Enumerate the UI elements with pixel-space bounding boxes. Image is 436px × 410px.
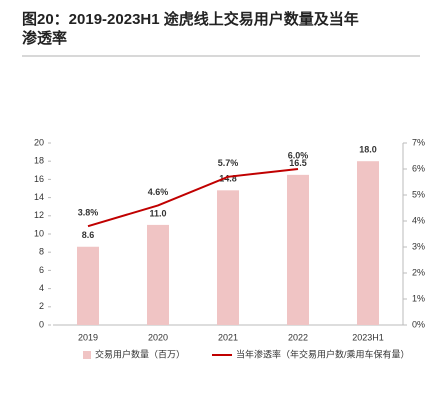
bar-label: 14.8 <box>219 174 237 184</box>
y-tick-label: 8 <box>39 247 44 257</box>
legend-swatch <box>83 351 91 359</box>
y2-tick-label: 3% <box>412 241 425 251</box>
legend-label: 交易用户数量（百万） <box>95 348 185 359</box>
bar <box>77 246 99 325</box>
bar-label: 8.6 <box>82 230 95 240</box>
y-tick-label: 20 <box>34 137 44 147</box>
y-tick-label: 10 <box>34 228 44 238</box>
y2-tick-label: 0% <box>412 319 425 329</box>
y2-tick-label: 1% <box>412 293 425 303</box>
x-tick-label: 2021 <box>218 332 238 342</box>
bar <box>147 224 169 325</box>
x-tick-label: 2023H1 <box>352 332 384 342</box>
x-tick-label: 2019 <box>78 332 98 342</box>
title-line: 图20：2019-2023H1 途虎线上交易用户数量及当年 <box>22 10 359 28</box>
bar-label: 16.5 <box>289 158 307 168</box>
bar-label: 11.0 <box>149 208 166 218</box>
bar <box>217 190 239 325</box>
y-tick-label: 2 <box>39 301 44 311</box>
y2-tick-label: 5% <box>412 189 425 199</box>
y-tick-label: 4 <box>39 283 44 293</box>
x-tick-label: 2020 <box>148 332 168 342</box>
line-label: 4.6% <box>148 187 169 197</box>
y-tick-label: 6 <box>39 265 44 275</box>
bar-label: 18.0 <box>359 145 377 155</box>
line-label: 5.7% <box>218 158 239 168</box>
y-tick-label: 16 <box>34 174 44 184</box>
bar <box>357 161 379 325</box>
line <box>87 168 299 228</box>
y2-tick-label: 4% <box>412 215 425 225</box>
x-tick-label: 2022 <box>288 332 308 342</box>
legend-label: 当年渗透率（年交易用户数/乘用车保有量） <box>236 348 410 359</box>
y2-tick-label: 2% <box>412 267 425 277</box>
y2-tick-label: 6% <box>412 163 425 173</box>
title-line: 渗透率 <box>22 29 67 47</box>
line-label: 3.8% <box>78 208 99 218</box>
y-tick-label: 12 <box>34 210 44 220</box>
y-tick-label: 18 <box>34 156 44 166</box>
y2-tick-label: 7% <box>412 137 425 147</box>
chart-title: 图20：2019-2023H1 途虎线上交易用户数量及当年渗透率 <box>22 10 359 47</box>
bar <box>287 174 309 325</box>
y-tick-label: 14 <box>34 192 44 202</box>
line-label: 6.0% <box>288 150 309 160</box>
y-tick-label: 0 <box>39 319 44 329</box>
